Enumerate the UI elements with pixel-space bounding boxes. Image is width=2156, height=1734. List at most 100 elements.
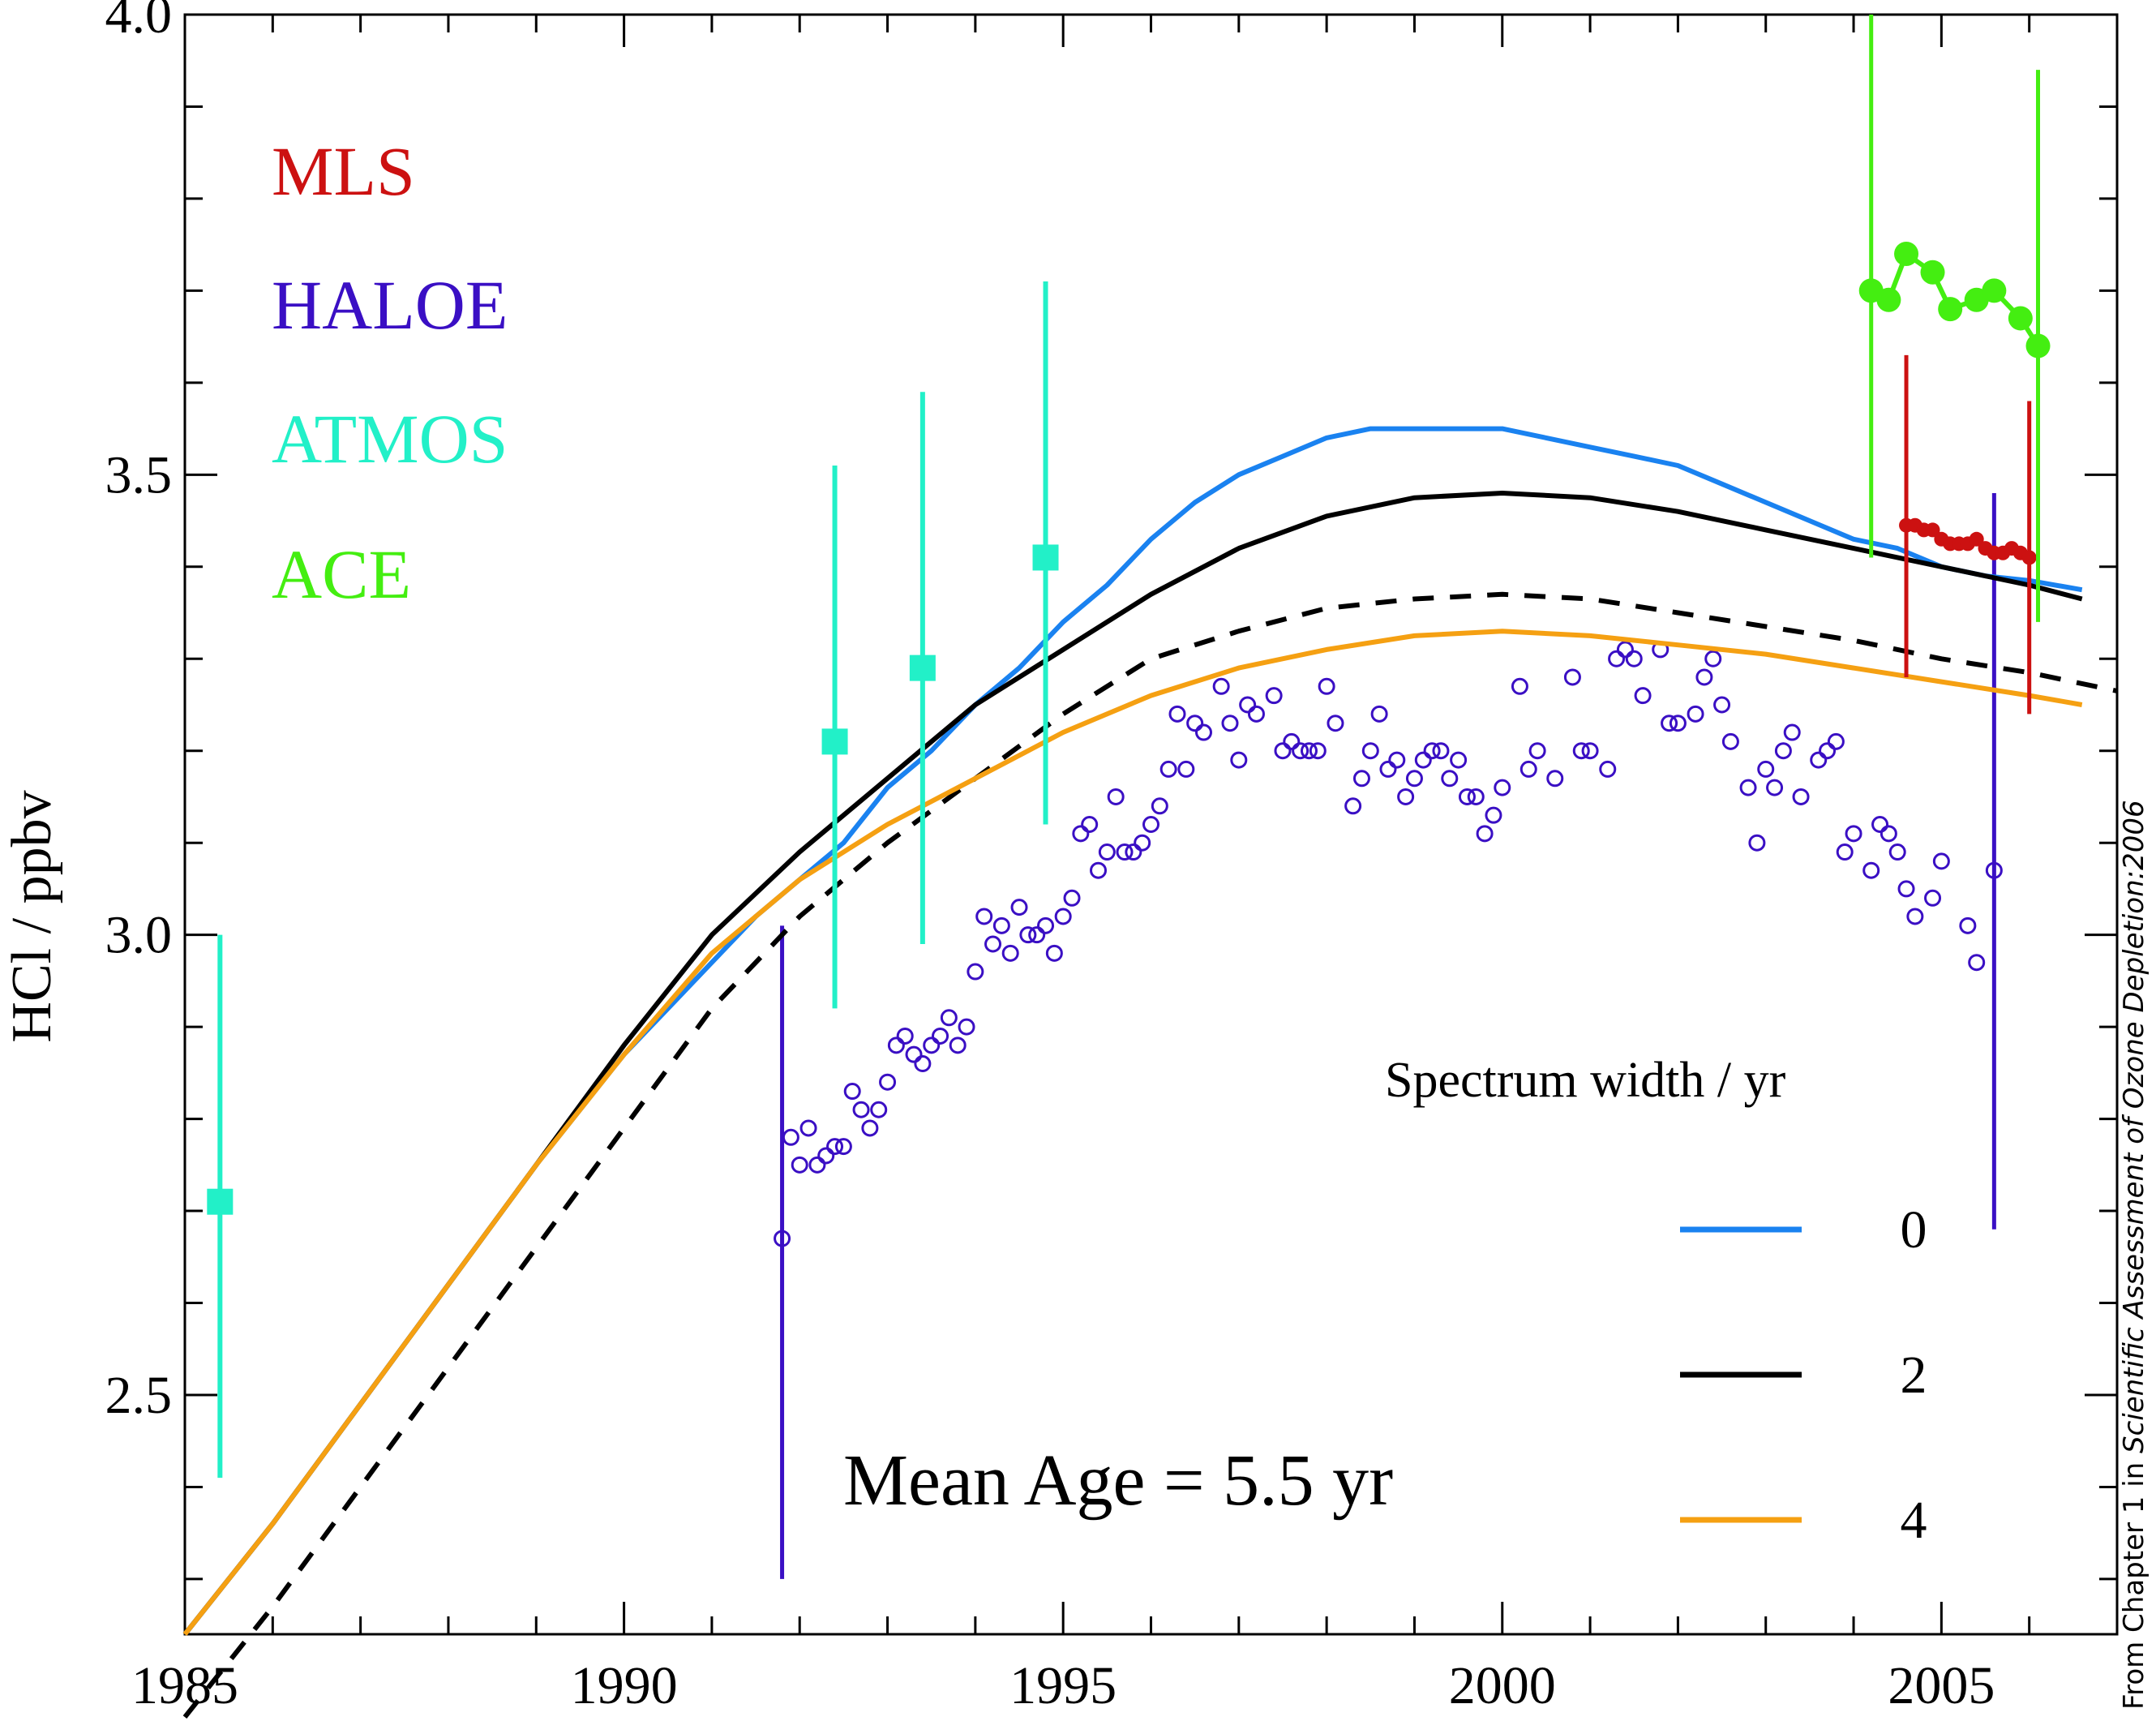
haloe-point (852, 1101, 870, 1118)
haloe-point (1010, 899, 1028, 916)
data-series (182, 15, 2118, 1719)
haloe-point (870, 1101, 888, 1118)
legend-atmos: ATMOS (272, 400, 508, 478)
haloe-point (1511, 677, 1528, 695)
haloe-point (1116, 843, 1134, 861)
haloe-point (1098, 843, 1116, 861)
y-tick-label-3.5: 3.5 (105, 445, 173, 504)
haloe-point (1405, 770, 1423, 788)
ace-point (2025, 333, 2051, 358)
haloe-point (1344, 797, 1362, 815)
legend-haloe: HALOE (272, 266, 508, 344)
ace-point (1982, 278, 2007, 303)
haloe-point (1090, 861, 1108, 879)
haloe-point (1283, 732, 1301, 750)
haloe-point (1450, 751, 1468, 769)
haloe-point (1519, 760, 1537, 778)
mls-point (1925, 522, 1940, 538)
y-tick-label-3: 3.0 (105, 906, 173, 965)
haloe-point (1361, 742, 1379, 760)
haloe-point (1177, 760, 1195, 778)
haloe-point (1704, 650, 1722, 667)
haloe-point (940, 1009, 958, 1027)
haloe-point (949, 1037, 967, 1054)
haloe-point (1827, 732, 1845, 750)
haloe-point (932, 1027, 949, 1045)
haloe-point (1134, 834, 1151, 852)
haloe-point (1019, 926, 1037, 944)
haloe-point (1037, 916, 1055, 934)
model-curve-width-0 (182, 426, 2083, 1636)
haloe-point (984, 935, 1002, 953)
haloe-point (1819, 742, 1837, 760)
haloe-point (1897, 880, 1915, 898)
haloe-point (1581, 742, 1599, 760)
y-tick-label-2.5: 2.5 (105, 1366, 173, 1425)
legend-label-4: 4 (1901, 1491, 1927, 1550)
haloe-point (1107, 788, 1125, 805)
haloe-point (1414, 751, 1432, 769)
spectrum-legend-title: Spectrum width / yr (1385, 1053, 1786, 1108)
haloe-point (1669, 715, 1687, 732)
haloe-point (879, 1073, 897, 1091)
instrument-legend: MLS HALOE ATMOS ACE (272, 132, 508, 613)
haloe-point (1871, 816, 1889, 833)
haloe-point (834, 1138, 852, 1156)
x-tick-label-1990: 1990 (571, 1656, 678, 1715)
haloe-point (896, 1027, 914, 1045)
ace-point (2008, 306, 2033, 331)
haloe-point (1239, 696, 1257, 714)
haloe-point (905, 1045, 923, 1063)
haloe-point (992, 916, 1010, 934)
haloe-point (1441, 770, 1459, 788)
haloe-point (1168, 705, 1186, 723)
haloe-point (1467, 788, 1485, 805)
haloe-point (1888, 843, 1906, 861)
credit-prefix: From Chapter 1 in (2118, 1453, 2150, 1710)
spectrum-legend: Spectrum width / yr 0 2 4 (1385, 1053, 1927, 1550)
haloe-point (1792, 788, 1810, 805)
haloe-point (914, 1055, 932, 1073)
haloe-point (1159, 760, 1177, 778)
haloe-point (843, 1083, 861, 1101)
atmos-point (821, 728, 848, 755)
haloe-point (1932, 852, 1950, 870)
haloe-point (1265, 687, 1283, 705)
haloe-point (923, 1037, 941, 1054)
haloe-point (1661, 715, 1678, 732)
source-credit: From Chapter 1 in Scientific Assessment … (2118, 800, 2150, 1710)
haloe-point (782, 1128, 799, 1146)
haloe-point (1300, 742, 1318, 760)
haloe-point (958, 1018, 975, 1036)
haloe-point (1388, 751, 1406, 769)
model-curve-dashed (182, 591, 2118, 1719)
haloe-point (1766, 779, 1784, 796)
haloe-point (1880, 825, 1897, 843)
haloe-point (1924, 889, 1942, 907)
haloe-point (1528, 742, 1546, 760)
haloe-point (1836, 843, 1854, 861)
haloe-point (1318, 677, 1335, 695)
haloe-point (1028, 926, 1046, 944)
mls-point (1969, 531, 1984, 547)
ace-point (1894, 242, 1919, 267)
credit-title: Scientific Assessment of Ozone Depletion… (2118, 800, 2150, 1453)
haloe-point (861, 1119, 879, 1137)
haloe-point (1862, 861, 1880, 879)
haloe-point (1397, 788, 1415, 805)
haloe-point (791, 1156, 808, 1174)
haloe-point (1309, 742, 1327, 760)
haloe-point (975, 908, 993, 925)
haloe-point (1757, 760, 1775, 778)
haloe-point (1151, 797, 1168, 815)
haloe-point (1001, 944, 1019, 962)
legend-ace: ACE (272, 535, 411, 613)
x-tick-label-1995: 1995 (1009, 1656, 1117, 1715)
y-axis-label: HCl / ppbv (1, 790, 63, 1042)
haloe-point (1845, 825, 1862, 843)
haloe-point (887, 1037, 905, 1054)
haloe-point (1985, 861, 2003, 879)
y-tick-label-4: 4.0 (105, 0, 173, 45)
haloe-point (774, 1230, 791, 1247)
